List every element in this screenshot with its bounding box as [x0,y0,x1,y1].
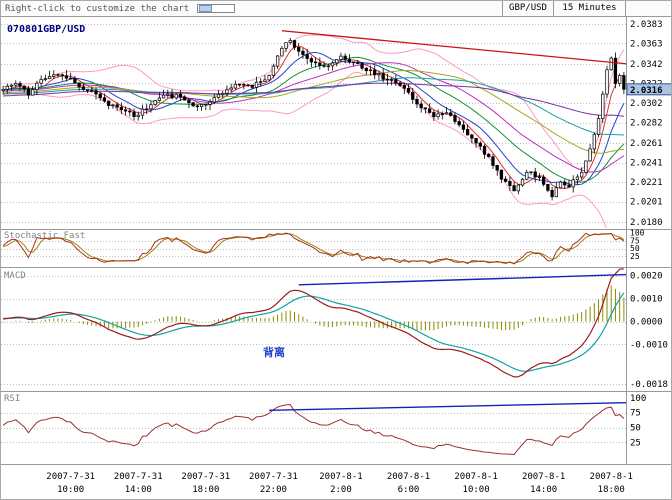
customize-hint: Right-click to customize the chart [5,3,190,14]
indicator-axis-label: 75 [630,236,640,245]
price-axis-label: 2.0282 [630,119,663,129]
x-axis-labels: 2007-7-31 10:00 2007-7-31 14:00 2007-7-31 18:… [46,472,633,495]
x-tick-date: 2007-8-1 [590,472,633,482]
topbar-corner [625,1,671,17]
price-axis-label: 2.0241 [630,159,663,169]
panel-dividers [1,17,671,465]
x-tick-date: 2007-7-31 [114,472,163,482]
macd-panel-title: MACD [4,271,26,281]
main-price-panel [1,30,626,228]
indicator-axis-label: 100 [630,394,646,404]
indicator-axis-label: 0.0000 [630,318,663,328]
candlesticks [1,37,626,201]
slider-thumb[interactable] [199,5,213,12]
price-axis-label: 2.0261 [630,139,663,149]
x-tick-time: 2:00 [330,485,352,495]
chart-scale-slider[interactable] [197,4,236,13]
indicator-axis-label: 50 [630,244,640,253]
indicator-axis-labels: 1007550250.00200.00100.0000-0.0010-0.001… [630,229,668,449]
x-tick-time: 14:00 [125,485,152,495]
price-axis-labels: 2.03832.03632.03422.03222.03022.02822.02… [630,20,663,228]
x-tick-time: 18:00 [598,485,625,495]
x-tick-time: 6:00 [398,485,420,495]
topbar: Right-click to customize the chart GBP/U… [1,1,671,17]
price-axis-label: 2.0180 [630,218,663,228]
svg-text:2.0316: 2.0316 [630,86,663,96]
gridlines [1,24,626,443]
stochastic-panel-title: Stochastic Fast [4,231,86,241]
x-tick-date: 2007-8-1 [454,472,497,482]
x-tick-time: 18:00 [192,485,219,495]
divergence-annotation: 背离 [263,346,285,359]
indicator-axis-label: 25 [630,438,641,448]
indicator-axis-label: -0.0010 [630,340,668,350]
indicator-axis-label: 100 [630,229,645,238]
price-axis-label: 2.0201 [630,198,663,208]
rsi-panel-title: RSI [4,394,21,404]
macd-panel [2,268,626,378]
x-tick-time: 10:00 [463,485,490,495]
price-axis-label: 2.0363 [630,39,663,49]
chart-symbol-overlay: 070801GBP/USD [7,24,86,35]
x-tick-time: 14:00 [530,485,557,495]
price-axis-label: 2.0342 [630,60,663,70]
x-tick-date: 2007-8-1 [522,472,565,482]
indicator-axis-label: -0.0018 [630,380,668,390]
indicator-axis-label: 0.0010 [630,295,663,305]
x-tick-time: 22:00 [260,485,287,495]
rsi-panel [2,401,626,456]
indicator-axis-label: 50 [630,424,641,434]
x-tick-date: 2007-7-31 [249,472,298,482]
x-tick-date: 2007-8-1 [387,472,430,482]
x-tick-date: 2007-8-1 [319,472,362,482]
indicator-axis-label: 0.0020 [630,272,663,282]
indicator-axis-label: 25 [630,252,640,261]
price-axis-label: 2.0221 [630,178,663,188]
x-tick-date: 2007-7-31 [46,472,95,482]
current-price-tag: 2.0316 [626,83,671,96]
price-axis-label: 2.0302 [630,99,663,109]
x-tick-time: 10:00 [57,485,84,495]
stochastic-panel [2,232,625,265]
x-tick-date: 2007-7-31 [181,472,230,482]
symbol-label: GBP/USD [502,1,553,17]
price-axis-label: 2.0383 [630,20,663,30]
indicator-axis-label: 75 [630,409,641,419]
timeframe-label: 15 Minutes [553,1,625,17]
